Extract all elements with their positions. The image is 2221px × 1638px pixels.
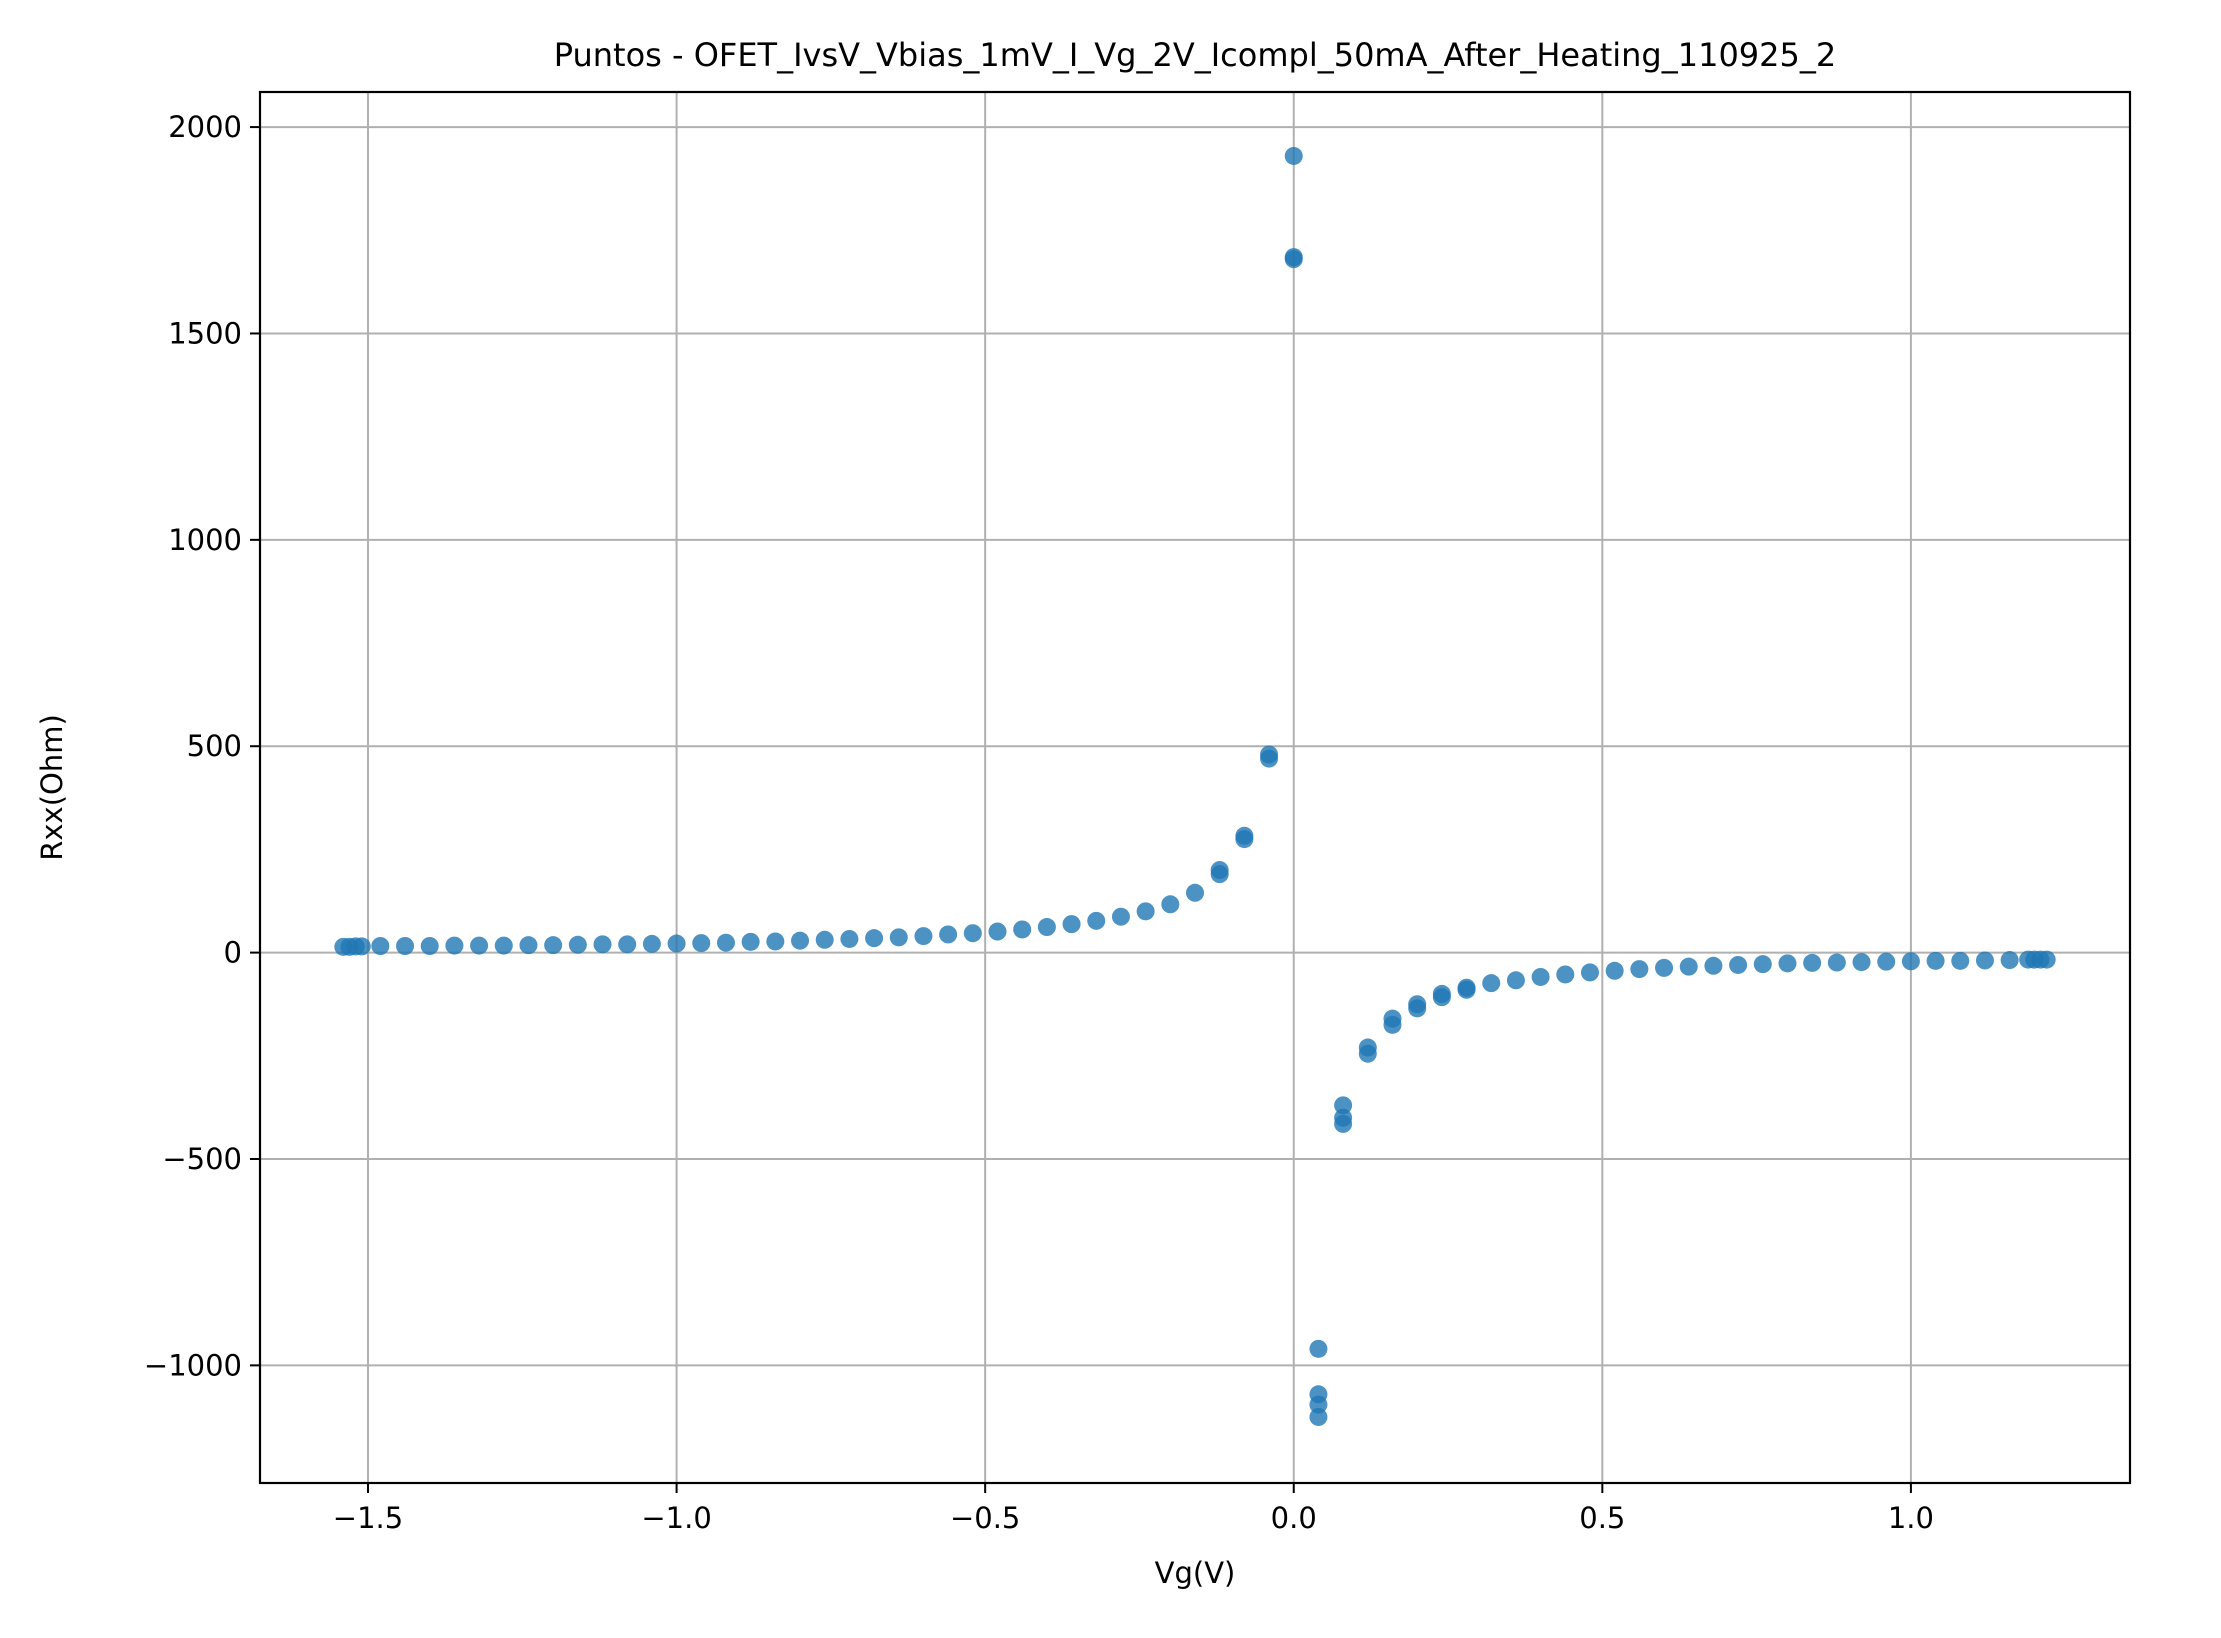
data-point <box>519 936 538 955</box>
data-point <box>642 934 661 953</box>
data-point <box>371 936 390 955</box>
y-axis-label: Rxx(Ohm) <box>35 714 69 861</box>
data-point <box>544 936 563 955</box>
data-point <box>1729 955 1748 974</box>
data-point <box>1358 1044 1377 1063</box>
data-point <box>1186 883 1204 902</box>
x-axis-label: Vg(V) <box>1155 1556 1236 1590</box>
data-point <box>568 935 587 954</box>
data-point <box>914 927 933 946</box>
data-point <box>1334 1114 1353 1133</box>
data-point <box>470 936 489 955</box>
data-point <box>815 930 834 949</box>
data-point <box>1704 956 1723 975</box>
data-point <box>1087 911 1106 930</box>
data-point <box>1235 826 1254 845</box>
data-point <box>1803 953 1822 972</box>
grid-lines <box>260 92 2130 1483</box>
y-tick-label: 0 <box>224 936 242 970</box>
data-point <box>1432 988 1451 1007</box>
data-point <box>1531 967 1550 986</box>
data-point <box>692 934 711 953</box>
y-axis-ticks: −1000 −500 0 500 1000 1500 2000 <box>144 110 260 1382</box>
data-point <box>667 934 686 953</box>
data-point <box>1926 951 1945 970</box>
data-point <box>1309 1395 1328 1414</box>
data-point <box>791 931 810 950</box>
data-point <box>1556 965 1575 984</box>
data-point <box>988 922 1007 941</box>
data-point <box>1877 952 1896 971</box>
data-point <box>741 932 760 951</box>
data-point <box>1975 951 1994 970</box>
chart-title: Puntos - OFET_IvsV_Vbias_1mV_I_Vg_2V_Ico… <box>554 36 1836 74</box>
data-point <box>1111 907 1130 926</box>
data-point <box>1852 953 1871 972</box>
data-point <box>1309 1339 1328 1358</box>
data-point <box>1037 918 1056 937</box>
data-point <box>445 936 464 955</box>
data-point <box>396 936 415 955</box>
y-tick-label: 2000 <box>168 110 242 144</box>
y-tick-label: 1500 <box>168 316 242 350</box>
x-tick-label: 1.0 <box>1888 1501 1934 1535</box>
data-point <box>1778 954 1797 973</box>
data-point <box>1482 974 1501 993</box>
y-tick-label: −500 <box>162 1142 242 1176</box>
x-tick-label: 0.0 <box>1271 1501 1317 1535</box>
data-point <box>1408 999 1427 1018</box>
data-point <box>1753 955 1772 974</box>
data-points <box>334 146 2056 1426</box>
data-point <box>1210 861 1229 880</box>
data-point <box>865 929 884 948</box>
data-point <box>494 936 513 955</box>
data-point <box>593 935 612 954</box>
data-point <box>1655 958 1674 977</box>
data-point <box>1161 895 1180 914</box>
data-point <box>1506 971 1525 990</box>
data-point <box>1827 953 1846 972</box>
data-point <box>1062 915 1081 934</box>
data-point <box>1580 963 1599 982</box>
data-point <box>2037 950 2056 969</box>
data-point <box>766 932 785 951</box>
data-point <box>1383 1015 1402 1034</box>
data-point <box>963 924 982 943</box>
data-point <box>618 935 637 954</box>
data-point <box>1284 248 1303 267</box>
data-point <box>352 937 371 956</box>
data-point <box>1679 957 1698 976</box>
x-tick-label: −0.5 <box>950 1501 1020 1535</box>
x-tick-label: 0.5 <box>1579 1501 1625 1535</box>
data-point <box>2000 951 2019 970</box>
data-point <box>1260 745 1279 764</box>
data-point <box>939 925 958 944</box>
data-point <box>889 928 908 947</box>
x-axis-ticks: −1.5 −1.0 −0.5 0.0 0.5 1.0 <box>333 1483 1934 1535</box>
y-tick-label: 500 <box>187 729 242 763</box>
data-point <box>1457 980 1476 999</box>
x-tick-label: −1.5 <box>333 1501 403 1535</box>
data-point <box>1951 951 1970 970</box>
data-point <box>1334 1096 1353 1115</box>
data-point <box>1013 920 1032 939</box>
data-point <box>716 933 735 952</box>
data-point <box>1284 146 1303 165</box>
data-point <box>1630 960 1649 979</box>
data-point <box>1136 902 1155 921</box>
data-point <box>1309 1407 1328 1426</box>
y-tick-label: 1000 <box>168 523 242 557</box>
data-point <box>420 936 439 955</box>
data-point <box>1605 961 1624 980</box>
y-tick-label: −1000 <box>144 1348 242 1382</box>
data-point <box>1901 952 1920 971</box>
x-tick-label: −1.0 <box>641 1501 711 1535</box>
data-point <box>840 929 859 948</box>
plot-frame <box>258 90 2132 1485</box>
